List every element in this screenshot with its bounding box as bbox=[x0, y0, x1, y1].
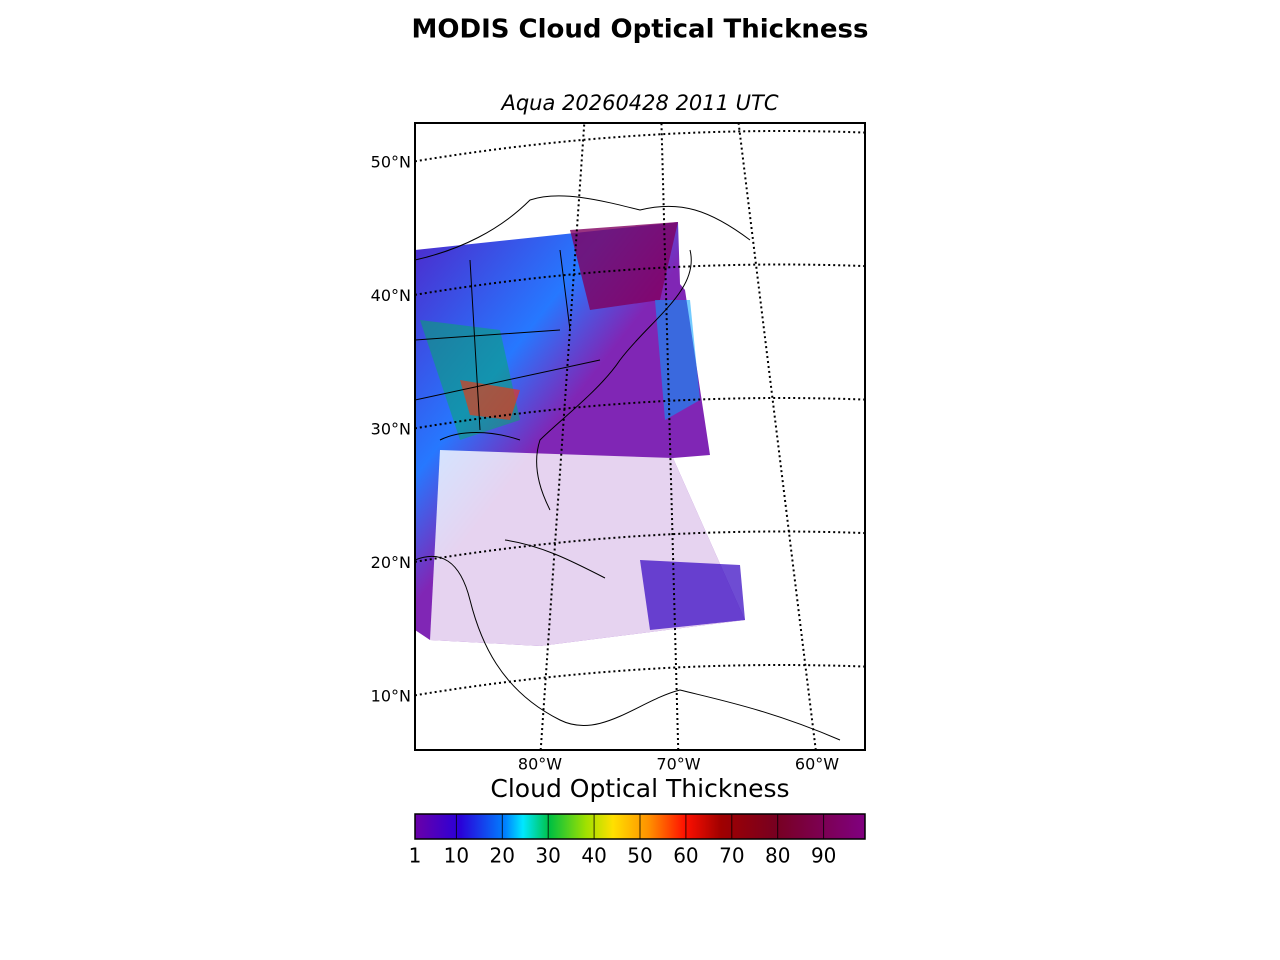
cloud-patch bbox=[640, 560, 745, 630]
graticule bbox=[415, 123, 865, 750]
meridian bbox=[737, 123, 817, 750]
lon-label: 70°W bbox=[656, 755, 700, 774]
lat-label: 50°N bbox=[371, 153, 411, 172]
cloud-patch bbox=[460, 380, 520, 420]
colorbar-tick-label: 80 bbox=[765, 844, 790, 868]
title: MODIS Cloud Optical Thickness bbox=[412, 15, 869, 45]
borders bbox=[415, 249, 601, 431]
thick-cloud bbox=[570, 222, 678, 310]
lat-label: 40°N bbox=[371, 286, 411, 305]
parallel bbox=[415, 664, 865, 697]
colorbar-tick-label: 70 bbox=[719, 844, 744, 868]
map-frame bbox=[414, 122, 866, 751]
colorbar-tick-label: 30 bbox=[535, 844, 560, 868]
subtitle: Aqua 20260428 2011 UTC bbox=[499, 91, 778, 115]
lon-label: 80°W bbox=[518, 755, 562, 774]
colorbar-tick-label: 50 bbox=[627, 844, 652, 868]
colorbar-tick-label: 10 bbox=[444, 844, 469, 868]
parallel bbox=[415, 263, 865, 296]
parallel bbox=[415, 130, 865, 163]
meridian bbox=[539, 123, 586, 750]
colorbar-ticks: 1 10 20 30 40 50 60 70 80 90 bbox=[409, 814, 836, 868]
lat-label: 20°N bbox=[371, 553, 411, 572]
lat-label: 30°N bbox=[371, 420, 411, 439]
colorbar-tick-label: 90 bbox=[811, 844, 836, 868]
lon-label: 60°W bbox=[795, 755, 839, 774]
lat-label: 10°N bbox=[371, 687, 411, 706]
colorbar-tick-label: 20 bbox=[490, 844, 515, 868]
colorbar-tick-label: 60 bbox=[673, 844, 698, 868]
coastline bbox=[415, 195, 841, 741]
colorbar-tick-label: 1 bbox=[409, 844, 422, 868]
map-content bbox=[415, 123, 865, 750]
colorbar-label: Cloud Optical Thickness bbox=[490, 774, 789, 803]
colorbar-tick-label: 40 bbox=[581, 844, 606, 868]
parallel bbox=[415, 397, 865, 430]
parallel bbox=[415, 530, 865, 563]
